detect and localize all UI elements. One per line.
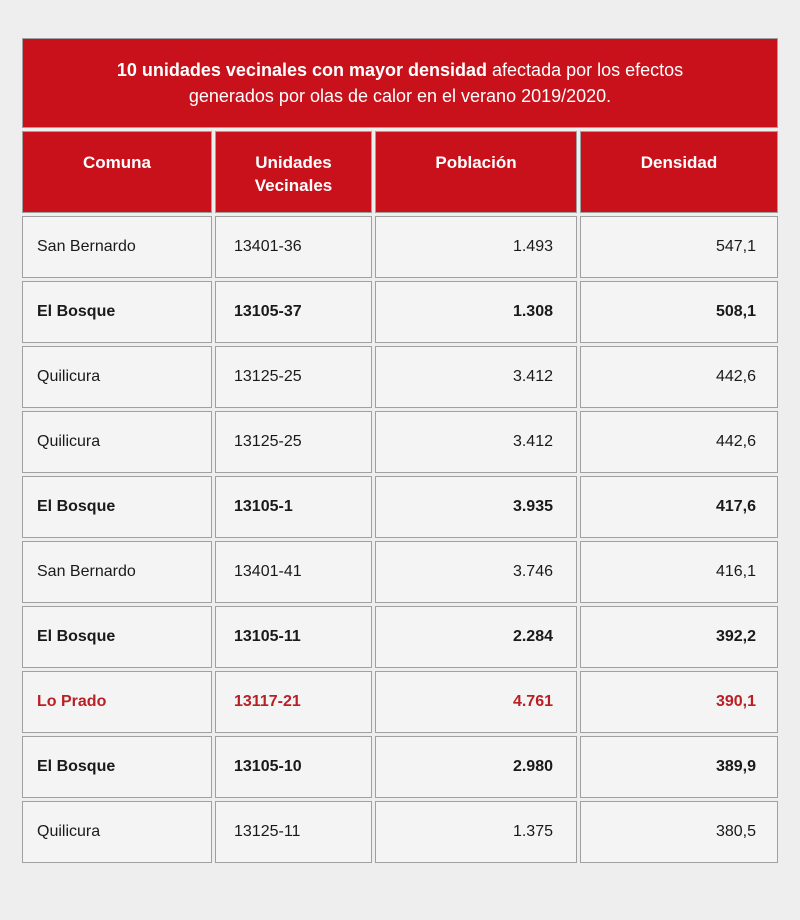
cell-comuna: San Bernardo — [22, 541, 212, 603]
table-row: Lo Prado 13117-21 4.761 390,1 — [22, 671, 779, 733]
cell-comuna: San Bernardo — [22, 216, 212, 278]
cell-poblacion: 3.412 — [375, 346, 577, 408]
table-row: San Bernardo 13401-36 1.493 547,1 — [22, 216, 779, 278]
cell-comuna: Quilicura — [22, 411, 212, 473]
cell-densidad: 547,1 — [580, 216, 779, 278]
column-header-unidades-vecinales: Unidades Vecinales — [215, 131, 372, 213]
density-table: 10 unidades vecinales con mayor densidad… — [19, 35, 781, 866]
cell-comuna: Quilicura — [22, 346, 212, 408]
cell-densidad: 442,6 — [580, 411, 779, 473]
column-header-comuna: Comuna — [22, 131, 212, 213]
cell-unidad-vecinal: 13117-21 — [215, 671, 372, 733]
cell-unidad-vecinal: 13125-25 — [215, 346, 372, 408]
cell-unidad-vecinal: 13401-36 — [215, 216, 372, 278]
table-row: San Bernardo 13401-41 3.746 416,1 — [22, 541, 779, 603]
cell-densidad: 416,1 — [580, 541, 779, 603]
cell-densidad: 508,1 — [580, 281, 779, 343]
cell-poblacion: 1.493 — [375, 216, 577, 278]
table-title-regular-segment: afectada por los efectos — [487, 60, 684, 80]
cell-poblacion: 3.746 — [375, 541, 577, 603]
table-row: El Bosque 13105-37 1.308 508,1 — [22, 281, 779, 343]
cell-comuna: El Bosque — [22, 736, 212, 798]
table-row: El Bosque 13105-10 2.980 389,9 — [22, 736, 779, 798]
cell-comuna: Lo Prado — [22, 671, 212, 733]
cell-unidad-vecinal: 13105-37 — [215, 281, 372, 343]
cell-densidad: 392,2 — [580, 606, 779, 668]
cell-unidad-vecinal: 13105-11 — [215, 606, 372, 668]
cell-unidad-vecinal: 13105-10 — [215, 736, 372, 798]
column-header-poblacion: Población — [375, 131, 577, 213]
cell-comuna: Quilicura — [22, 801, 212, 863]
table-row: Quilicura 13125-11 1.375 380,5 — [22, 801, 779, 863]
cell-poblacion: 1.375 — [375, 801, 577, 863]
table-title-bold-segment: 10 unidades vecinales con mayor densidad — [116, 60, 488, 80]
table-title-row: 10 unidades vecinales con mayor densidad… — [22, 38, 779, 128]
cell-densidad: 389,9 — [580, 736, 779, 798]
cell-poblacion: 2.284 — [375, 606, 577, 668]
cell-poblacion: 2.980 — [375, 736, 577, 798]
cell-densidad: 442,6 — [580, 346, 779, 408]
cell-poblacion: 3.935 — [375, 476, 577, 538]
cell-poblacion: 3.412 — [375, 411, 577, 473]
cell-unidad-vecinal: 13125-25 — [215, 411, 372, 473]
cell-comuna: El Bosque — [22, 281, 212, 343]
cell-poblacion: 4.761 — [375, 671, 577, 733]
cell-unidad-vecinal: 13105-1 — [215, 476, 372, 538]
table-title: 10 unidades vecinales con mayor densidad… — [22, 38, 779, 128]
cell-densidad: 390,1 — [580, 671, 779, 733]
table-row: Quilicura 13125-25 3.412 442,6 — [22, 346, 779, 408]
cell-densidad: 417,6 — [580, 476, 779, 538]
cell-densidad: 380,5 — [580, 801, 779, 863]
table-row: Quilicura 13125-25 3.412 442,6 — [22, 411, 779, 473]
cell-poblacion: 1.308 — [375, 281, 577, 343]
table-row: El Bosque 13105-11 2.284 392,2 — [22, 606, 779, 668]
column-header-row: Comuna Unidades Vecinales Población Dens… — [22, 131, 779, 213]
cell-unidad-vecinal: 13401-41 — [215, 541, 372, 603]
table-title-line2: generados por olas de calor en el verano… — [188, 86, 612, 106]
table-row: El Bosque 13105-1 3.935 417,6 — [22, 476, 779, 538]
cell-unidad-vecinal: 13125-11 — [215, 801, 372, 863]
column-header-densidad: Densidad — [580, 131, 779, 213]
cell-comuna: El Bosque — [22, 606, 212, 668]
cell-comuna: El Bosque — [22, 476, 212, 538]
